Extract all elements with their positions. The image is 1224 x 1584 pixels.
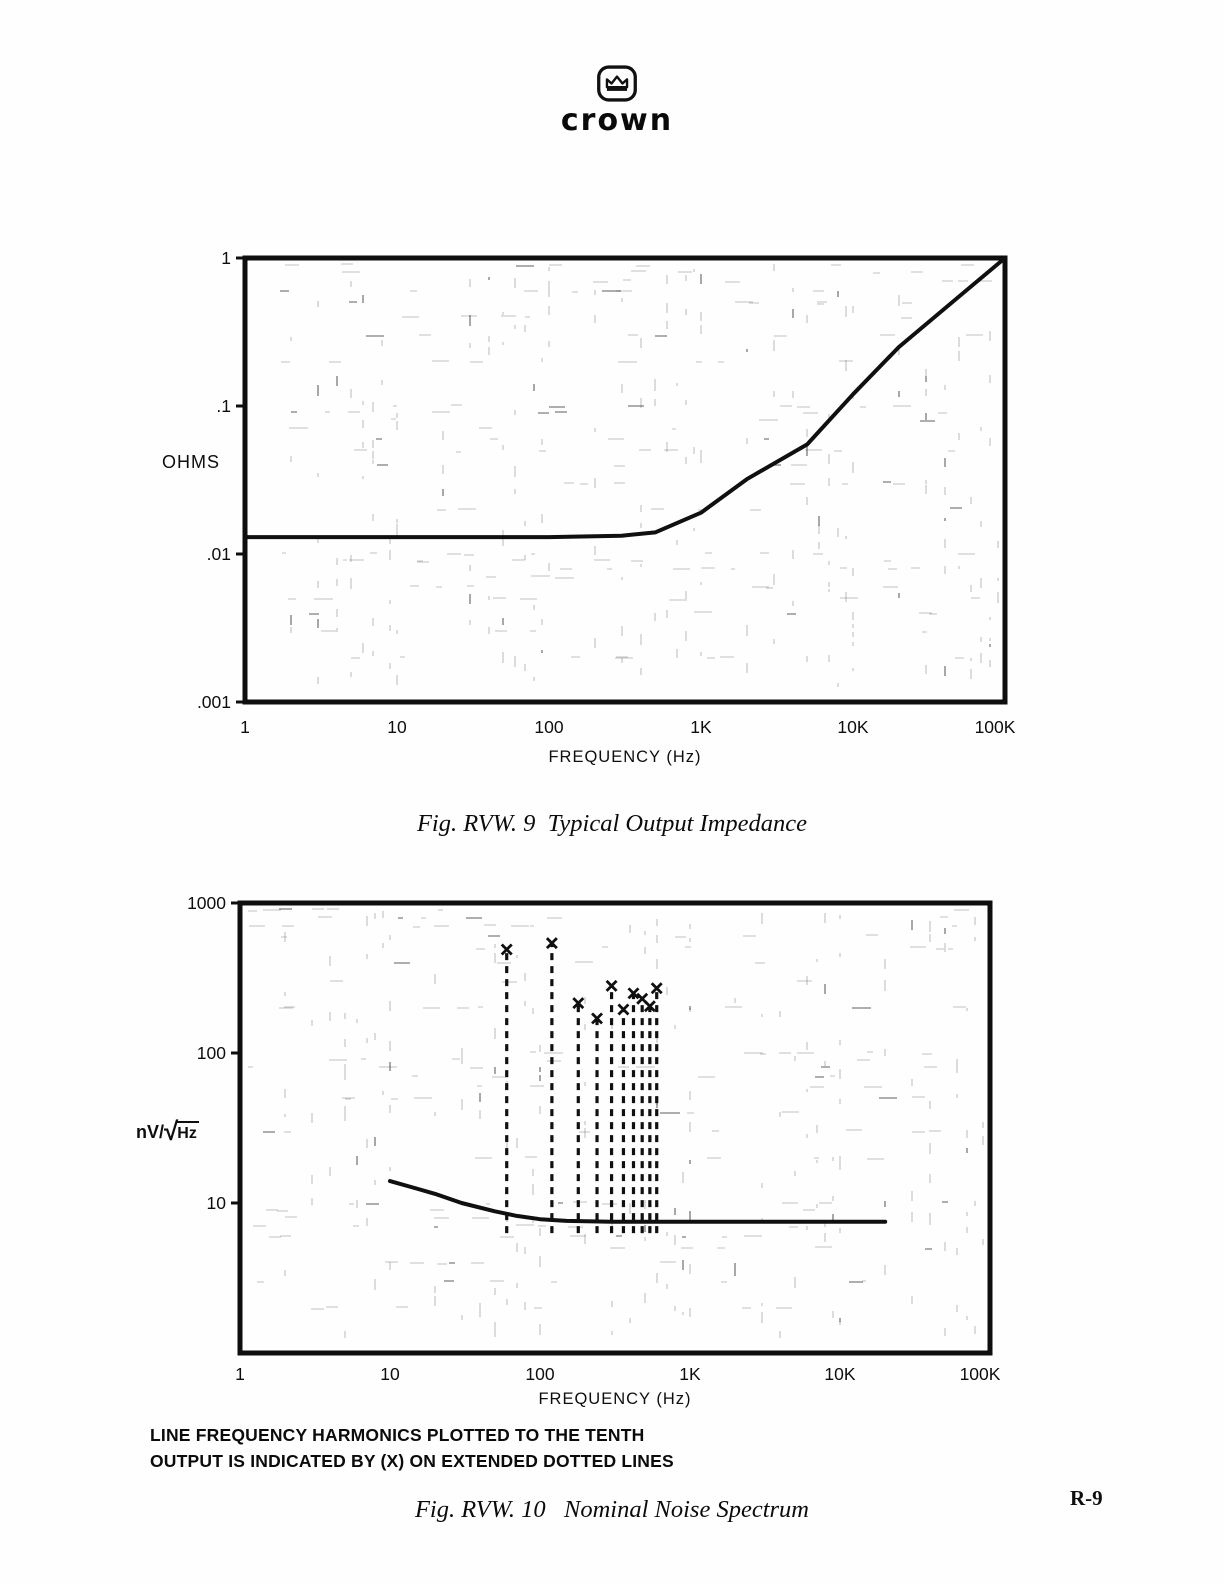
- data-curve: [243, 256, 1007, 540]
- harmonic-x-marker: [572, 997, 585, 1010]
- grid-noise-dark: [280, 265, 991, 676]
- sqrt-symbol: √: [164, 1116, 179, 1146]
- x-tick-label: 100K: [975, 717, 1016, 737]
- fig2-y-axis-radicand: Hz: [177, 1121, 199, 1143]
- harmonic-x-marker: [500, 943, 513, 956]
- y-tick-label: .01: [207, 544, 231, 564]
- page-number: R-9: [1070, 1486, 1103, 1510]
- grid-noise-vertical: [284, 911, 984, 1338]
- harmonic-x-marker: [643, 1000, 656, 1013]
- x-tick-label: 100K: [960, 1364, 1001, 1384]
- data-curve: [388, 1179, 888, 1224]
- harmonics-note-line2: OUTPUT IS INDICATED BY (X) ON EXTENDED D…: [150, 1451, 674, 1471]
- fig2-y-axis-label: nV/ √ Hz: [136, 1118, 199, 1144]
- x-tick-label: 100: [534, 717, 563, 737]
- x-tick-label: 10K: [824, 1364, 855, 1384]
- x-tick-label: 100: [525, 1364, 554, 1384]
- x-tick-label: 10: [380, 1364, 400, 1384]
- y-tick-label: 10: [207, 1193, 227, 1213]
- y-tick-label: 1: [221, 248, 231, 268]
- x-tick-label: 10: [387, 717, 407, 737]
- crown-wordmark: crown: [560, 103, 674, 138]
- fig1-x-axis-label: FREQUENCY (Hz): [548, 748, 702, 766]
- y-tick-label: .1: [216, 396, 231, 416]
- y-tick-label: .001: [197, 692, 231, 712]
- fig2-y-axis-prefix: nV/: [136, 1122, 165, 1142]
- harmonic-x-marker: [545, 937, 558, 950]
- plot-frame: [242, 255, 1008, 705]
- fig1-y-axis-label: OHMS: [162, 452, 220, 472]
- x-tick-label: 1K: [690, 717, 712, 737]
- harmonics-note-line1: LINE FREQUENCY HARMONICS PLOTTED TO THE …: [150, 1425, 645, 1445]
- y-tick-label: 1000: [187, 893, 226, 913]
- grid-noise-horizontal: [281, 263, 992, 659]
- crown-icon: [597, 65, 637, 102]
- harmonic-x-marker: [627, 987, 640, 1000]
- harmonic-x-marker: [605, 979, 618, 992]
- harmonic-x-marker: [617, 1003, 630, 1016]
- x-tick-label: 1: [240, 717, 250, 737]
- grid-noise-vertical: [290, 264, 999, 687]
- x-tick-label: 10K: [837, 717, 868, 737]
- x-tick-label: 1K: [679, 1364, 701, 1384]
- crown-logo: crown: [547, 64, 687, 136]
- fig2-x-axis-label: FREQUENCY (Hz): [538, 1390, 692, 1408]
- grid-noise-horizontal: [248, 908, 969, 1310]
- fig1-caption: Fig. RVW. 9 Typical Output Impedance: [416, 810, 808, 837]
- harmonic-x-marker: [591, 1012, 604, 1025]
- harmonics-note: LINE FREQUENCY HARMONICS PLOTTED TO THE …: [150, 1422, 674, 1474]
- harmonic-x-marker: [650, 982, 663, 995]
- y-tick-label: 100: [197, 1043, 226, 1063]
- grid-noise-dark: [263, 908, 968, 1322]
- x-tick-label: 1: [235, 1364, 245, 1384]
- fig2-caption: Fig. RVW. 10 Nominal Noise Spectrum: [414, 1496, 810, 1523]
- plot-frame: [237, 900, 993, 1356]
